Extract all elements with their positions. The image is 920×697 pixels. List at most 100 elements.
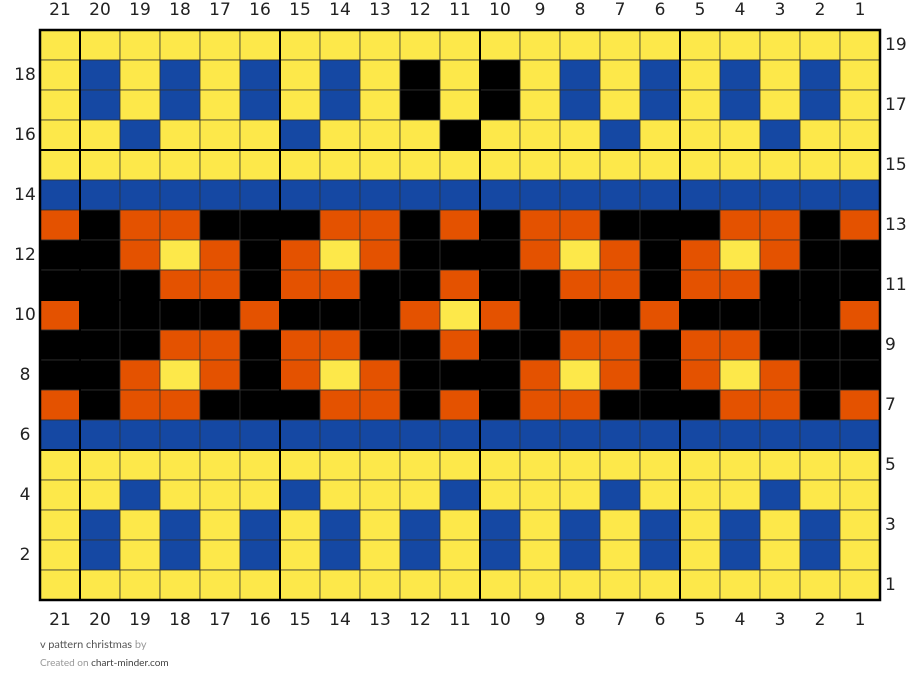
cell [719,179,761,211]
cell [519,149,561,181]
column-label-top: 11 [449,0,471,20]
cell [199,539,241,571]
cell [559,299,601,331]
cell [639,389,681,421]
cell [79,269,121,301]
cell [159,119,201,151]
cell [359,59,401,91]
cell [119,539,161,571]
cell [839,239,881,271]
cell [479,149,521,181]
cell [239,539,281,571]
cell [239,449,281,481]
cell [559,389,601,421]
cell [199,89,241,121]
cell [479,29,521,61]
cell [79,389,121,421]
cell [599,59,641,91]
cell [639,149,681,181]
cell [79,569,121,601]
cell [719,59,761,91]
cell [359,359,401,391]
cell [119,119,161,151]
cell [759,209,801,241]
row-label-right: 11 [885,275,907,295]
cell [839,359,881,391]
cell [599,239,641,271]
column-label-top: 13 [369,0,391,20]
footer-credit-line: Created on chart-minder.com [40,657,169,669]
cell [79,119,121,151]
row-label-right: 3 [885,515,896,535]
cell [359,479,401,511]
cell [239,119,281,151]
cell [799,209,841,241]
cell [519,29,561,61]
cell [79,179,121,211]
cell [399,389,441,421]
cell [479,479,521,511]
row-label-left: 8 [20,365,31,385]
cell [39,389,81,421]
cell [79,479,121,511]
cell [79,329,121,361]
cell [119,389,161,421]
cell [759,389,801,421]
column-label-top: 1 [855,0,866,20]
cell [759,449,801,481]
cell [399,89,441,121]
cell [559,59,601,91]
cell [559,539,601,571]
cell [319,419,361,451]
cell [839,89,881,121]
row-label-right: 19 [885,35,907,55]
cell [39,539,81,571]
cell [839,539,881,571]
cell [39,269,81,301]
cell [719,479,761,511]
cell [159,539,201,571]
cell [79,299,121,331]
cell [79,149,121,181]
cell [799,29,841,61]
cell [239,569,281,601]
cell [719,329,761,361]
cell [159,419,201,451]
cell [159,479,201,511]
cell [839,509,881,541]
cell [759,539,801,571]
column-label-bottom: 8 [575,610,586,630]
cell [359,89,401,121]
cell [279,209,321,241]
site-link[interactable]: chart-minder.com [91,657,169,669]
cell [479,89,521,121]
cell [839,329,881,361]
cell [839,569,881,601]
cell [399,449,441,481]
cell [359,449,401,481]
cell [479,119,521,151]
column-label-top: 19 [129,0,151,20]
cell [319,119,361,151]
cell [439,119,481,151]
cell [279,359,321,391]
cell [279,299,321,331]
cell [199,329,241,361]
cell [559,359,601,391]
cell [719,569,761,601]
cell [839,419,881,451]
cell [799,509,841,541]
column-label-bottom: 7 [615,610,626,630]
cell [599,299,641,331]
cell [799,269,841,301]
cell [39,479,81,511]
cell [719,299,761,331]
cell [599,329,641,361]
cell [679,299,721,331]
cell [799,569,841,601]
cell [319,389,361,421]
row-label-right: 1 [885,575,896,595]
column-label-top: 17 [209,0,231,20]
cell [679,89,721,121]
cell [199,269,241,301]
